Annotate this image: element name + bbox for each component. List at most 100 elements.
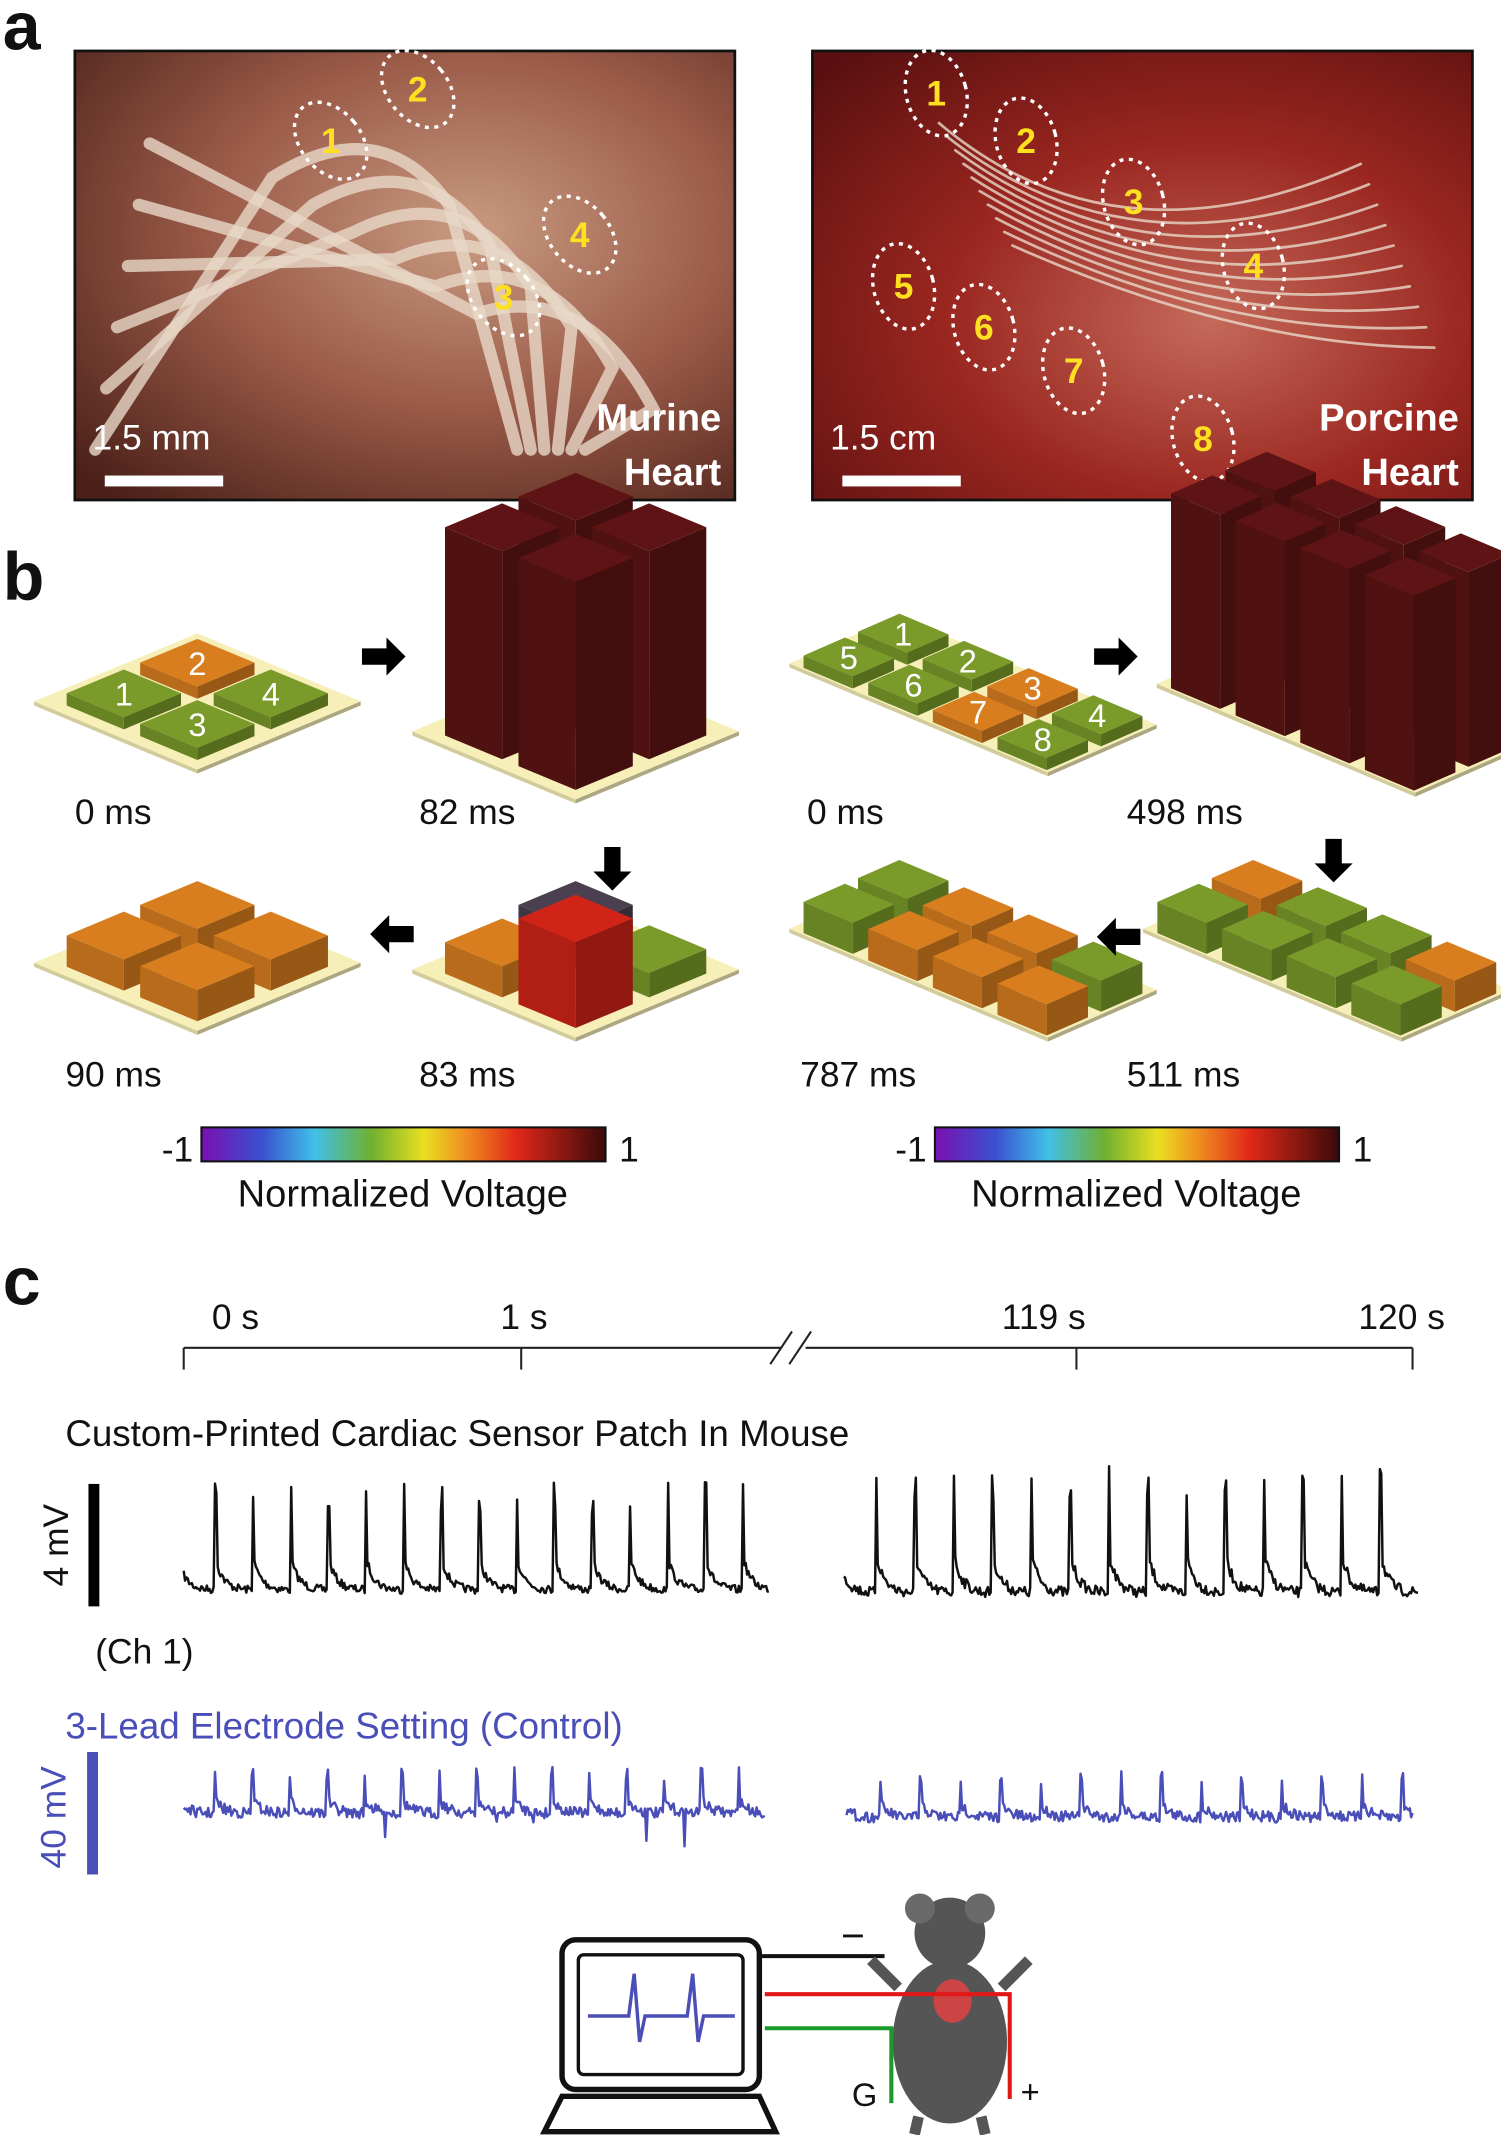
block-side [197,662,255,699]
block-side [575,557,633,790]
block-top [1419,533,1501,573]
block-side [1300,548,1350,764]
block-side [34,962,198,1035]
colorbar-label: Normalized Voltage [238,1173,568,1215]
electrode-ring [903,48,969,138]
block-side [1235,520,1285,737]
lead-label: + [1021,2073,1040,2110]
block-top [1341,914,1432,954]
block-side [518,918,576,1029]
electrode-ring [1220,221,1287,311]
pad-number: 8 [1034,721,1052,758]
block-side [444,527,503,760]
electrode-number: 1 [321,122,341,161]
block-top [140,638,255,687]
block-top [868,664,959,704]
signal-trace [845,1770,1414,1824]
electrode-ring [1040,326,1107,416]
scale-bar [87,1751,98,1875]
block-top [858,859,949,899]
block-top [1354,506,1446,545]
block-top [1051,695,1143,735]
block-side [197,966,255,1022]
signal-trace [182,1765,766,1848]
scale-label: 40 mV [34,1766,73,1869]
block-top [1351,965,1442,1005]
electrode-trace [143,137,662,456]
block-top [66,911,181,960]
arrow [361,637,406,676]
block-top [1300,529,1391,569]
block-top [66,669,181,718]
block-top [1364,557,1456,596]
pad-number: 7 [969,694,987,731]
mouse-legs [909,2115,991,2135]
photo-title: Heart [1361,452,1459,494]
block-side [852,658,895,689]
block-side [1454,962,1497,1012]
block-top [997,965,1088,1005]
block-side [123,693,181,730]
electrode-number: 2 [408,70,428,109]
block-side [917,685,959,716]
electrode-ring [379,48,456,130]
electrode-ring [951,282,1017,372]
arrow [370,915,414,954]
block-side [932,956,982,1009]
colorbar [200,1126,607,1163]
block-side [1046,739,1088,771]
pad-number: 1 [115,676,133,713]
frame-time: 83 ms [419,1056,515,1095]
block-side [518,557,576,790]
block-side [649,527,707,760]
electrode-ring [870,241,937,331]
block-side [213,693,271,730]
block-side [649,949,707,998]
display-ecg [587,1973,735,2043]
mouse-arms [867,1956,1033,1992]
block-side [412,969,576,1042]
block-top [1051,941,1143,981]
mouse-heart [933,1979,972,2023]
block-top [922,640,1014,680]
electrode-ring [541,194,618,275]
scale-bar [842,475,961,487]
channel-label: (Ch 1) [95,1633,193,1672]
block-top [213,669,328,718]
arrow [593,847,632,891]
block-side [140,966,198,1022]
signal-trace [843,1464,1419,1599]
colorbar-label: Normalized Voltage [971,1173,1301,1215]
block-side [1046,986,1088,1036]
frame-time: 498 ms [1127,793,1243,832]
scale-bar [104,475,224,487]
block-side [922,658,972,692]
block-side [1415,755,1501,797]
block-top [1225,451,1316,491]
block-side [66,693,124,730]
block-top [858,613,949,653]
electrode-trace [978,189,1404,281]
pad-number: 2 [188,645,206,682]
block-top [518,894,633,943]
electrode-number: 1 [926,74,946,113]
block-top [922,887,1014,926]
block-side [66,935,124,991]
electrode-trace [1011,244,1436,349]
mouse-ear [964,1893,995,1924]
laptop-base [539,2093,780,2135]
block-side [140,662,198,699]
trace-title: 3-Lead Electrode Setting (Control) [65,1705,622,1746]
block-side [981,712,1024,743]
frame-time: 511 ms [1127,1056,1240,1095]
block-side [270,935,328,991]
block-side [575,969,739,1042]
frame-time: 90 ms [65,1056,161,1095]
colorbar-max: 1 [619,1130,639,1169]
block-top [932,938,1024,978]
electrode-number: 4 [1243,247,1263,286]
photo-title: Heart [624,452,722,494]
block-top [932,691,1024,731]
